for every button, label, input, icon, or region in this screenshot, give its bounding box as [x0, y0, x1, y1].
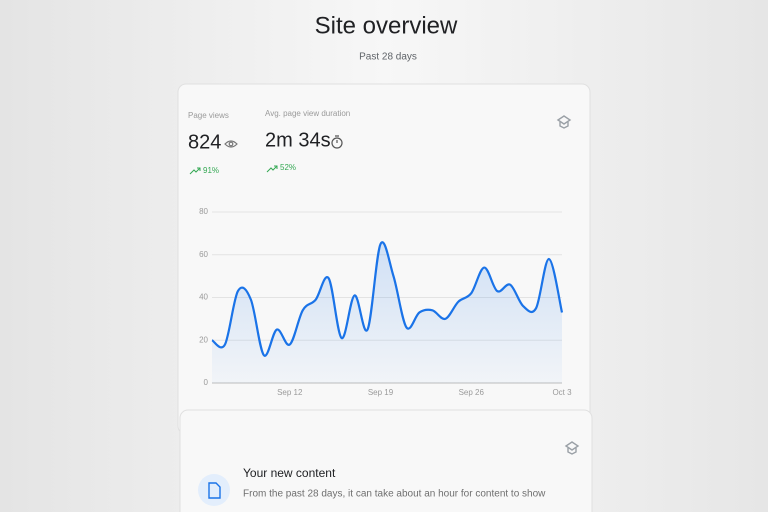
content-title: Your new content: [243, 466, 336, 480]
content-card: [179, 409, 593, 512]
chart: 0 20 40 60 80 Sep 12 Sep 19 Sep 26 Oct 3: [199, 207, 572, 397]
document-icon: [208, 482, 221, 499]
content-icon-bg: [198, 474, 230, 506]
x-tick-label: Sep 12: [277, 388, 303, 397]
line-area: [212, 242, 562, 383]
trend-up-icon: [189, 167, 201, 175]
metric-value: 824: [188, 131, 221, 153]
page-title: Site overview: [315, 12, 458, 39]
x-tick-label: Oct 3: [552, 388, 572, 397]
eye-icon: [224, 140, 238, 148]
metric-label: Page views: [188, 111, 229, 120]
timer-icon: [331, 135, 343, 149]
y-tick-label: 60: [199, 250, 208, 259]
y-tick-label: 80: [199, 207, 208, 216]
page-subtitle: Past 28 days: [359, 52, 417, 63]
card-icon[interactable]: [556, 115, 572, 129]
metric-change: 52%: [280, 163, 296, 172]
x-tick-label: Sep 26: [459, 388, 485, 397]
content-text: From the past 28 days, it can take about…: [243, 489, 546, 500]
metric-change: 91%: [203, 166, 219, 175]
metric-value: 2m 34s: [265, 129, 331, 151]
x-tick-label: Sep 19: [368, 388, 394, 397]
trend-up-icon: [266, 165, 278, 173]
y-tick-label: 40: [199, 293, 208, 302]
line: [211, 241, 564, 357]
card-icon[interactable]: [564, 441, 580, 455]
y-tick-label: 20: [199, 335, 208, 344]
y-tick-label: 0: [204, 378, 209, 387]
metric-label: Avg. page view duration: [265, 109, 350, 118]
